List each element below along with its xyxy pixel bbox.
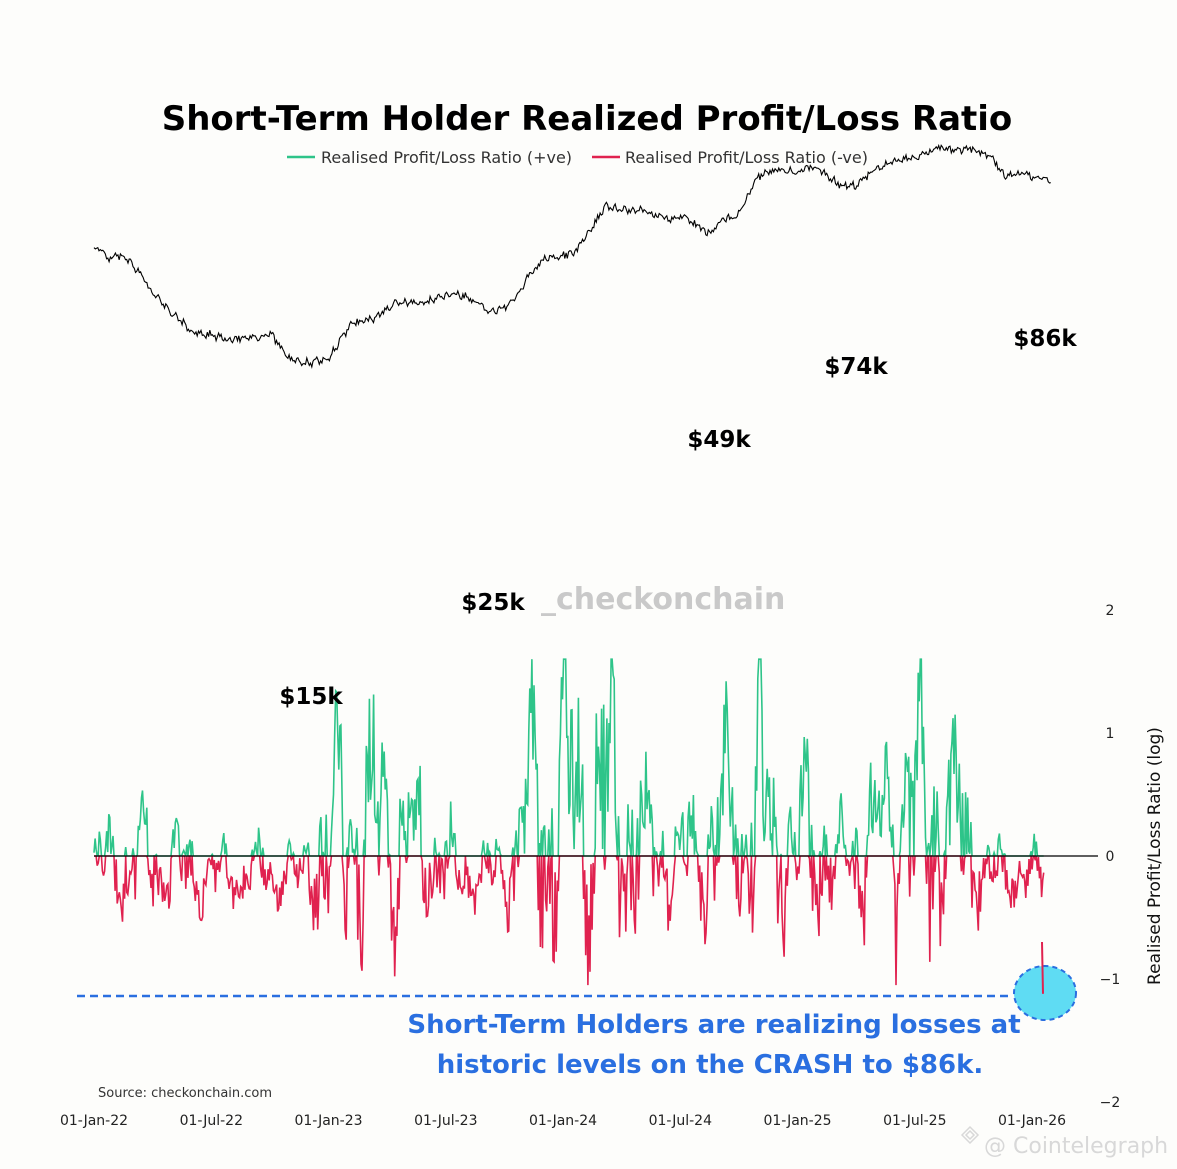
ratio-positive-line (93, 658, 1044, 860)
y-tick-label: −2 (1100, 1095, 1121, 1111)
y-axis-ticks: 2 1 0 −1 −2 (1100, 603, 1121, 1111)
price-series (93, 143, 1051, 369)
chart-title: Short-Term Holder Realized Profit/Loss R… (162, 99, 1013, 139)
x-tick-label: 01-Jul-23 (414, 1113, 477, 1129)
cointelegraph-credit: @ Cointelegraph (960, 1125, 1168, 1159)
watermark: _checkonchain (541, 582, 785, 617)
annotation-line-1: Short-Term Holders are realizing losses … (407, 1010, 1020, 1040)
x-tick-label: 01-Jan-25 (763, 1113, 831, 1129)
x-tick-label: 01-Jan-26 (998, 1113, 1066, 1129)
cointelegraph-logo-icon (960, 1125, 980, 1145)
credit-text: @ Cointelegraph (984, 1134, 1168, 1159)
y-tick-label: 1 (1106, 726, 1115, 742)
price-line (93, 143, 1051, 369)
x-tick-label: 01-Jul-22 (180, 1113, 243, 1129)
y-tick-label: 0 (1106, 849, 1115, 865)
x-tick-label: 01-Jan-22 (60, 1113, 128, 1129)
price-label: $15k (279, 684, 343, 710)
x-tick-label: 01-Jul-24 (649, 1113, 712, 1129)
annotation-line-2: historic levels on the CRASH to $86k. (437, 1050, 984, 1080)
price-label: $74k (824, 354, 888, 380)
y-axis-label: Realised Profit/Loss Ratio (log) (1145, 727, 1165, 985)
source-note: Source: checkonchain.com (98, 1086, 272, 1101)
price-label: $86k (1013, 326, 1077, 352)
x-axis-ticks: 01-Jan-22 01-Jul-22 01-Jan-23 01-Jul-23 01-J… (60, 1113, 1066, 1129)
legend: Realised Profit/Loss Ratio (+ve) Realise… (287, 148, 868, 167)
price-label: $49k (687, 427, 751, 453)
x-tick-label: 01-Jul-25 (883, 1113, 946, 1129)
price-label: $25k (461, 590, 525, 616)
x-tick-label: 01-Jan-24 (529, 1113, 597, 1129)
latest-loss-highlight (1013, 965, 1077, 1021)
y-tick-label: 2 (1106, 603, 1115, 619)
y-tick-label: −1 (1100, 972, 1121, 988)
x-tick-label: 01-Jan-23 (294, 1113, 362, 1129)
legend-negative-label: Realised Profit/Loss Ratio (-ve) (625, 148, 868, 167)
price-labels: $15k $25k $49k $74k $86k (279, 326, 1077, 710)
latest-loss-spike (1041, 941, 1044, 994)
legend-positive-label: Realised Profit/Loss Ratio (+ve) (321, 148, 572, 167)
